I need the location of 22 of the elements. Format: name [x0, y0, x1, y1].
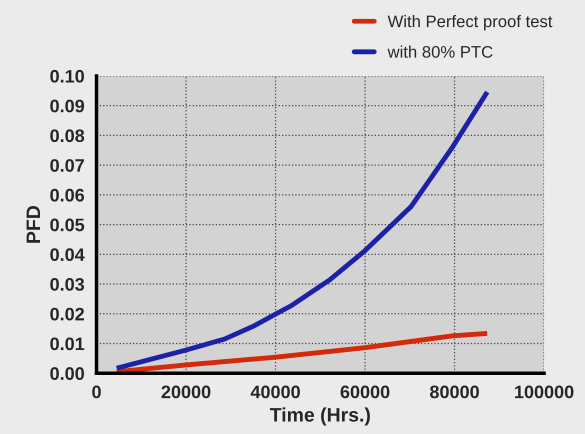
- y-tick-label: 0.07: [50, 159, 84, 172]
- y-axis-title: PFD: [26, 206, 40, 243]
- x-tick-label: 0: [92, 386, 101, 398]
- y-tick-label: 0.05: [50, 218, 84, 232]
- y-tick-label: 0.09: [50, 100, 84, 112]
- line-series: [114, 90, 490, 371]
- y-tick-label: 0.08: [50, 129, 84, 142]
- x-tick-label: 60000: [340, 386, 390, 398]
- y-tick-label: 0.02: [50, 308, 84, 320]
- y-tick-label: 0.06: [50, 188, 84, 202]
- x-axis-title: Time (Hrs.): [270, 407, 370, 426]
- x-tick-label: 80000: [430, 386, 479, 398]
- y-tick-label: 0.10: [50, 70, 84, 83]
- x-tick-label: 40000: [250, 386, 300, 398]
- y-tick-label: 0.03: [50, 278, 84, 291]
- x-tick-label: 20000: [162, 386, 210, 398]
- legend-label: With Perfect proof test: [388, 15, 552, 31]
- y-tick-label: 0.04: [50, 248, 85, 262]
- y-tick-label: 0.00: [50, 367, 84, 380]
- legend-label: with 80% PTC: [388, 46, 493, 58]
- x-tick-label: 100000: [515, 386, 574, 398]
- y-tick-label: 0.01: [50, 337, 84, 350]
